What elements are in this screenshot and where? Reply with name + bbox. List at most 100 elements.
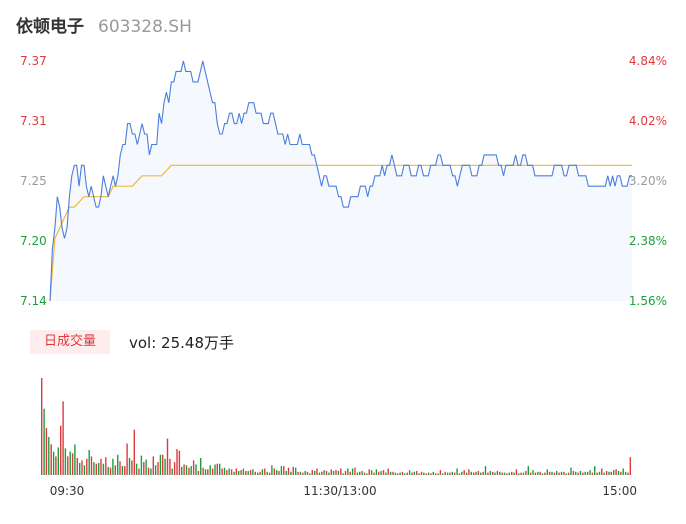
volume-bar xyxy=(143,462,145,475)
volume-bar xyxy=(370,470,373,475)
volume-bar xyxy=(295,467,297,475)
volume-bar xyxy=(71,453,74,475)
volume-bar xyxy=(109,467,112,475)
volume-bar xyxy=(252,469,254,475)
volume-bar xyxy=(527,466,529,475)
volume-bar xyxy=(314,471,316,475)
volume-bar xyxy=(131,460,133,475)
volume-bar xyxy=(261,469,264,475)
volume-bar xyxy=(342,473,344,475)
y-tick-left: 7.20 xyxy=(20,234,47,248)
price-series-line xyxy=(49,60,632,302)
volume-bar xyxy=(378,471,380,475)
volume-bar xyxy=(499,471,501,475)
volume-bar xyxy=(45,428,48,475)
volume-bar xyxy=(328,472,330,475)
volume-bar xyxy=(316,468,318,475)
volume-bar xyxy=(397,473,399,475)
price-area-fill xyxy=(50,61,632,301)
volume-bar xyxy=(629,457,631,475)
volume-bar xyxy=(363,472,366,475)
volume-bar xyxy=(572,471,575,475)
volume-bar xyxy=(544,472,546,475)
volume-bar xyxy=(154,465,157,475)
volume-bar xyxy=(147,467,150,475)
volume-tab-daily[interactable]: 日成交量 xyxy=(30,330,110,354)
volume-bar xyxy=(553,472,556,475)
volume-bar xyxy=(257,472,259,475)
volume-bar xyxy=(128,458,131,475)
volume-bar xyxy=(176,449,178,475)
volume-bar xyxy=(591,472,594,475)
volume-bar xyxy=(330,469,332,475)
volume-bar xyxy=(240,470,242,475)
volume-bar xyxy=(57,447,59,475)
y-tick-right: 4.02% xyxy=(629,114,667,128)
volume-bar xyxy=(90,456,93,475)
volume-bar xyxy=(594,466,596,475)
volume-bar xyxy=(622,468,624,475)
volume-bar xyxy=(373,472,375,475)
volume-bar xyxy=(50,444,52,475)
volume-bar xyxy=(249,470,252,475)
volume-bar xyxy=(525,471,527,475)
volume-bar xyxy=(145,459,147,475)
volume-bar xyxy=(86,458,88,475)
volume-bar xyxy=(114,465,116,475)
volume-bar xyxy=(214,464,216,475)
volume-bar xyxy=(508,472,510,475)
volume-bar xyxy=(197,471,200,475)
volume-bar xyxy=(567,472,570,475)
volume-bar xyxy=(463,470,465,475)
volume-bar xyxy=(285,471,287,475)
volume-bar xyxy=(539,471,541,475)
volume-bar xyxy=(565,473,567,475)
volume-bar xyxy=(344,471,347,475)
volume-bar xyxy=(579,471,582,475)
y-tick-right: 3.20% xyxy=(629,174,667,188)
volume-bar xyxy=(181,466,183,475)
volume-bar xyxy=(575,471,577,475)
volume-bar xyxy=(520,472,522,475)
volume-bar xyxy=(223,467,226,475)
volume-bar xyxy=(195,464,197,475)
volume-bar xyxy=(613,470,615,475)
volume-bar xyxy=(112,458,114,475)
volume-bar xyxy=(425,473,427,475)
volume-bar xyxy=(266,471,268,475)
volume-bar xyxy=(74,444,76,475)
volume-bar xyxy=(171,468,173,475)
volume-bar xyxy=(318,472,321,475)
volume-bar xyxy=(93,462,95,475)
volume-bar xyxy=(589,470,591,475)
volume-bar xyxy=(399,472,401,475)
volume-bar xyxy=(427,472,430,475)
volume-bar xyxy=(418,473,420,475)
volume-bar xyxy=(537,471,539,475)
volume-bar xyxy=(513,472,515,475)
volume-bar xyxy=(221,468,223,475)
volume-bar xyxy=(596,472,598,475)
stock-header: 依顿电子 603328.SH xyxy=(16,12,192,40)
volume-bar xyxy=(273,468,275,475)
volume-readout: vol: 25.48万手 xyxy=(129,334,234,352)
volume-bar xyxy=(283,466,285,475)
volume-bar xyxy=(140,455,143,475)
volume-bar xyxy=(41,378,43,475)
volume-bar xyxy=(280,466,283,475)
volume-bar xyxy=(230,469,233,475)
volume-bar xyxy=(430,473,432,475)
volume-bar xyxy=(173,462,176,475)
volume-bar xyxy=(432,471,434,475)
volume-bar xyxy=(299,471,302,475)
volume-bar xyxy=(245,471,247,475)
volume-bar xyxy=(62,401,64,475)
volume-bar xyxy=(169,458,171,475)
volume-bar xyxy=(439,470,442,475)
volume-bar xyxy=(546,469,548,475)
volume-bar xyxy=(392,471,394,475)
y-tick-right: 1.56% xyxy=(629,294,667,308)
volume-bar xyxy=(76,458,78,475)
volume-bar xyxy=(496,471,499,475)
